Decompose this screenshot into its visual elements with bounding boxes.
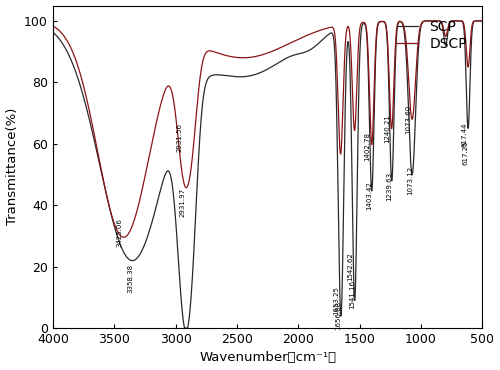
SCP bbox=[392, 100, 398, 104]
SCP bbox=[50, 30, 56, 34]
Text: 617.25: 617.25 bbox=[463, 141, 469, 165]
Text: 1240.21: 1240.21 bbox=[384, 114, 390, 143]
DSCP bbox=[323, 26, 329, 31]
Y-axis label: Transmittance(%): Transmittance(%) bbox=[6, 108, 18, 225]
Text: 1656.68: 1656.68 bbox=[336, 301, 342, 330]
Text: 1402.78: 1402.78 bbox=[364, 132, 370, 161]
SCP bbox=[206, 76, 212, 80]
Text: 1542.62: 1542.62 bbox=[347, 252, 353, 281]
Text: 1073.60: 1073.60 bbox=[405, 105, 411, 134]
X-axis label: Wavenumber（cm⁻¹）: Wavenumber（cm⁻¹） bbox=[199, 352, 336, 364]
Line: SCP: SCP bbox=[53, 21, 482, 328]
DSCP bbox=[480, 19, 486, 23]
SCP bbox=[72, 66, 78, 71]
Text: 2931.56: 2931.56 bbox=[176, 123, 182, 152]
SCP bbox=[304, 49, 310, 54]
DSCP bbox=[120, 235, 126, 239]
Legend: SCP, DSCP: SCP, DSCP bbox=[394, 16, 471, 55]
SCP bbox=[480, 19, 486, 23]
Text: 617.44: 617.44 bbox=[461, 122, 467, 147]
Text: 1239.63: 1239.63 bbox=[386, 172, 392, 201]
SCP bbox=[323, 34, 329, 39]
DSCP bbox=[368, 141, 374, 145]
Text: 3425.06: 3425.06 bbox=[117, 218, 123, 247]
DSCP bbox=[50, 24, 56, 28]
Text: 2931.97: 2931.97 bbox=[180, 188, 186, 217]
Text: 1073.12: 1073.12 bbox=[407, 166, 413, 195]
Text: 1403.42: 1403.42 bbox=[366, 182, 372, 211]
SCP bbox=[368, 187, 374, 191]
Line: DSCP: DSCP bbox=[53, 21, 482, 237]
Text: 1653.25: 1653.25 bbox=[334, 286, 340, 315]
DSCP bbox=[304, 33, 310, 37]
DSCP bbox=[206, 49, 212, 53]
DSCP bbox=[392, 70, 398, 74]
Text: 3358.38: 3358.38 bbox=[128, 264, 134, 293]
SCP bbox=[182, 326, 188, 330]
DSCP bbox=[72, 54, 78, 58]
Text: 1541.16: 1541.16 bbox=[350, 280, 356, 309]
